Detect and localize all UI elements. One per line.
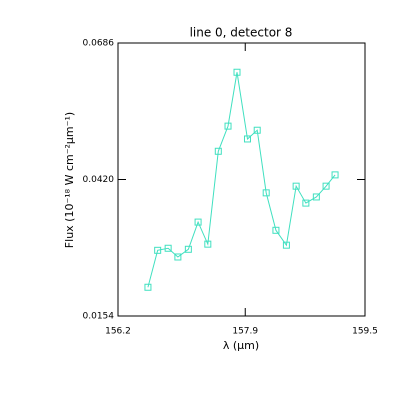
data-point xyxy=(331,171,339,179)
data-point xyxy=(164,244,172,252)
x-axis-label: λ (μm) xyxy=(223,339,259,352)
data-point xyxy=(322,182,330,190)
y-tick-label: 0.0686 xyxy=(83,39,115,49)
x-tick-label: 159.5 xyxy=(352,327,378,337)
data-point xyxy=(243,135,251,143)
data-point xyxy=(224,122,232,130)
data-point xyxy=(302,199,310,207)
data-point xyxy=(262,189,270,197)
chart-title: line 0, detector 8 xyxy=(190,26,293,40)
x-tick-label: 157.9 xyxy=(232,327,258,337)
y-tick-label: 0.0420 xyxy=(83,175,115,185)
data-point xyxy=(184,245,192,253)
data-point xyxy=(272,226,280,234)
data-point xyxy=(144,283,152,291)
data-point xyxy=(292,182,300,190)
data-point xyxy=(204,240,212,248)
y-axis-label: Flux (10⁻¹⁸ W cm⁻²μm⁻¹) xyxy=(63,112,76,248)
data-point xyxy=(194,218,202,226)
data-point xyxy=(174,253,182,261)
data-point xyxy=(253,126,261,134)
data-point xyxy=(233,68,241,76)
data-point xyxy=(312,193,320,201)
data-point xyxy=(214,147,222,155)
x-tick-label: 156.2 xyxy=(105,327,131,337)
y-tick-label: 0.0154 xyxy=(83,312,115,322)
data-point xyxy=(154,246,162,254)
data-point xyxy=(282,241,290,249)
